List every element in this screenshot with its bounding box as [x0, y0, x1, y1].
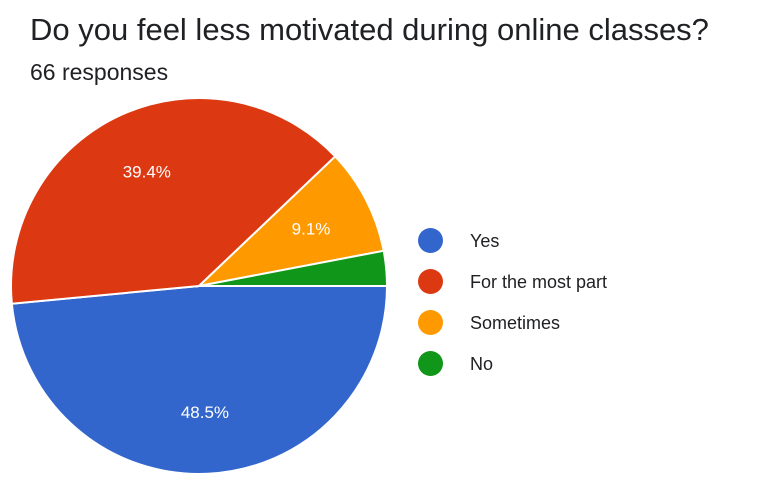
slice-label-for-the-most-part: 39.4% [123, 162, 171, 181]
legend-label-sometimes: Sometimes [470, 312, 561, 333]
slice-label-sometimes: 9.1% [292, 219, 331, 238]
legend-label-for-the-most-part: For the most part [470, 271, 608, 292]
legend-swatch-for-the-most-part [418, 269, 443, 294]
slice-label-yes: 48.5% [181, 403, 229, 422]
legend-item-for-the-most-part[interactable]: For the most part [418, 261, 607, 302]
legend-item-yes[interactable]: Yes [418, 220, 607, 261]
pie-slice-yes[interactable] [10, 285, 389, 475]
legend-label-yes: Yes [470, 230, 500, 251]
legend-item-no[interactable]: No [418, 343, 607, 384]
response-count: 66 responses [30, 59, 169, 85]
legend-swatch-yes [418, 228, 443, 253]
pie-slice-no[interactable] [198, 249, 389, 287]
legend-swatch-no [418, 351, 443, 376]
pie-slice-sometimes[interactable] [195, 155, 385, 288]
legend-label-no: No [470, 353, 494, 374]
legend-item-sometimes[interactable]: Sometimes [418, 302, 607, 343]
pie-slice-for-the-most-part[interactable] [10, 97, 337, 305]
legend-swatch-sometimes [418, 310, 443, 335]
chart-title: Do you feel less motivated during online… [30, 12, 709, 47]
chart-legend: Yes For the most part Sometimes No [418, 220, 607, 384]
